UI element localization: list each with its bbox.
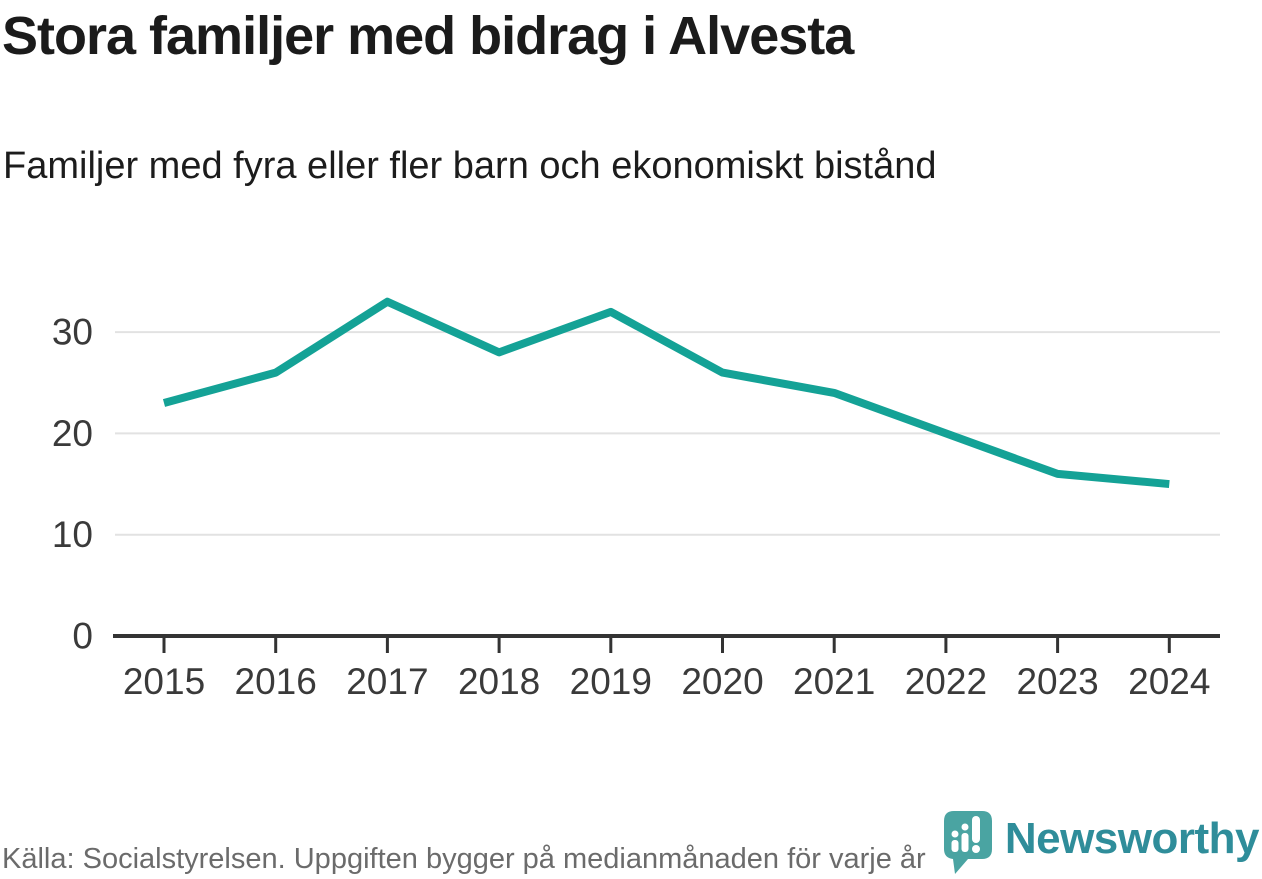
newsworthy-wordmark: Newsworthy xyxy=(1004,814,1260,863)
x-axis-label: 2015 xyxy=(123,661,205,702)
chart-subtitle: Familjer med fyra eller fler barn och ek… xyxy=(3,145,937,187)
x-axis-label: 2023 xyxy=(1016,661,1098,702)
y-axis-label: 30 xyxy=(52,312,93,353)
x-axis-label: 2019 xyxy=(570,661,652,702)
x-axis-label: 2024 xyxy=(1128,661,1210,702)
source-note: Källa: Socialstyrelsen. Uppgiften bygger… xyxy=(2,843,926,875)
x-axis-label: 2018 xyxy=(458,661,540,702)
y-axis-label: 10 xyxy=(52,514,93,555)
x-axis-label: 2022 xyxy=(905,661,987,702)
data-line xyxy=(162,297,1170,489)
chart-title: Stora familjer med bidrag i Alvesta xyxy=(2,6,854,66)
x-axis-label: 2021 xyxy=(793,661,875,702)
x-axis-label: 2016 xyxy=(235,661,317,702)
x-axis-label: 2017 xyxy=(346,661,428,702)
y-axis-label: 20 xyxy=(52,413,93,454)
newsworthy-logo: Newsworthy xyxy=(941,808,1260,876)
y-axis-label: 0 xyxy=(72,616,93,657)
bar-chart-bubble-icon xyxy=(943,811,992,874)
x-axis-label: 2020 xyxy=(681,661,763,702)
